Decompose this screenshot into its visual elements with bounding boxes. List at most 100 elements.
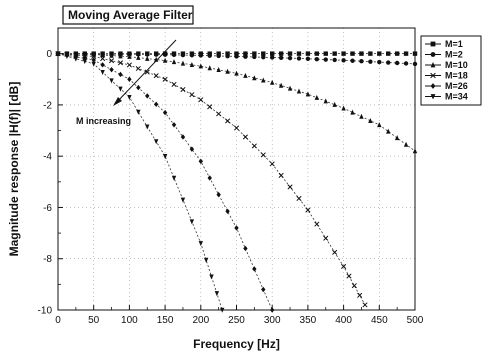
- data-point: [323, 51, 328, 56]
- series-line: [57, 53, 223, 311]
- legend-entry: M=10: [425, 60, 468, 70]
- data-point: [100, 70, 105, 76]
- data-point-stroke: [242, 134, 248, 140]
- data-point: [278, 172, 284, 178]
- x-tick-label: 100: [121, 315, 138, 326]
- data-point-stroke: [180, 86, 186, 93]
- x-tick-label: 50: [88, 315, 100, 326]
- x-tick-label: 200: [192, 315, 209, 326]
- data-point: [145, 93, 150, 99]
- data-point: [127, 95, 132, 101]
- data-point: [346, 273, 352, 279]
- data-point: [386, 60, 391, 65]
- data-point: [430, 52, 436, 57]
- data-point: [189, 146, 195, 152]
- legend-box: [420, 35, 482, 106]
- data-point: [305, 91, 311, 97]
- data-point: [144, 69, 150, 75]
- data-point: [108, 58, 115, 64]
- data-point: [225, 208, 230, 214]
- data-point: [296, 51, 302, 56]
- data-point: [207, 104, 213, 110]
- data-point: [109, 78, 114, 84]
- data-point: [314, 56, 320, 62]
- data-point: [64, 54, 70, 59]
- data-point: [234, 70, 239, 76]
- data-point: [127, 53, 132, 59]
- data-point-stroke: [323, 235, 329, 241]
- data-point: [251, 143, 257, 149]
- data-point: [270, 51, 275, 56]
- data-point: [234, 225, 239, 231]
- data-point-stroke: [296, 195, 302, 202]
- data-point: [359, 58, 364, 64]
- data-point: [233, 125, 240, 131]
- data-point: [207, 65, 212, 71]
- y-tick-label: -8: [43, 254, 52, 265]
- data-point: [332, 101, 337, 107]
- data-point-stroke: [305, 207, 311, 213]
- data-point: [341, 58, 346, 63]
- data-point: [189, 61, 195, 67]
- data-point: [91, 53, 97, 60]
- data-point: [171, 175, 177, 181]
- chart-title-box: [62, 5, 194, 25]
- data-point-stroke: [346, 273, 352, 279]
- data-point: [153, 139, 159, 145]
- x-tick-label: 350: [300, 315, 317, 326]
- data-point: [198, 63, 203, 69]
- data-point-stroke: [269, 161, 275, 167]
- data-point: [234, 54, 239, 59]
- legend-label: M=26: [445, 81, 468, 91]
- data-point: [261, 51, 266, 56]
- data-point-stroke: [332, 249, 338, 255]
- x-tick-label: 500: [407, 315, 424, 326]
- data-point: [243, 51, 248, 56]
- data-point: [216, 111, 222, 117]
- data-point: [305, 207, 311, 213]
- data-point: [243, 72, 248, 78]
- series-m-26: [55, 50, 275, 313]
- x-tick-label: 250: [228, 315, 245, 326]
- data-point: [377, 51, 382, 56]
- data-point: [252, 51, 257, 56]
- data-point: [109, 52, 114, 58]
- data-point: [394, 51, 400, 56]
- data-point: [314, 221, 320, 227]
- data-point: [153, 52, 159, 57]
- data-point: [135, 65, 141, 72]
- data-point: [287, 184, 293, 190]
- data-point: [171, 81, 177, 87]
- legend-label: M=1: [445, 39, 463, 49]
- data-point: [207, 175, 212, 181]
- data-point: [332, 51, 337, 56]
- tick-layer: 0 50 100 150 200 250 300 350 400 450 500 0 -2 -4 -6 -8 -…: [38, 49, 424, 326]
- y-tick-label: -6: [43, 203, 52, 214]
- legend-entry: M=18: [425, 71, 468, 81]
- data-point-stroke: [91, 53, 97, 60]
- data-point: [261, 55, 266, 60]
- data-point: [225, 68, 230, 74]
- data-point: [136, 54, 141, 60]
- data-point: [136, 109, 141, 115]
- data-point: [350, 109, 355, 115]
- data-point: [403, 61, 409, 66]
- data-point: [118, 86, 123, 92]
- data-point: [377, 59, 382, 65]
- data-point: [216, 53, 221, 59]
- data-point: [403, 51, 409, 56]
- data-point: [269, 161, 275, 167]
- legend-entry: M=26: [425, 81, 468, 91]
- data-point-stroke: [117, 60, 124, 66]
- data-point: [252, 75, 257, 81]
- data-point: [216, 66, 221, 72]
- data-point: [305, 56, 311, 61]
- data-point: [323, 235, 329, 241]
- data-point: [296, 195, 302, 202]
- data-point: [287, 85, 293, 91]
- data-point: [394, 60, 400, 66]
- y-axis-label: Magnitude response |H(f)| [dB]: [7, 82, 21, 257]
- series-m-18: [55, 51, 368, 308]
- data-point: [368, 117, 373, 123]
